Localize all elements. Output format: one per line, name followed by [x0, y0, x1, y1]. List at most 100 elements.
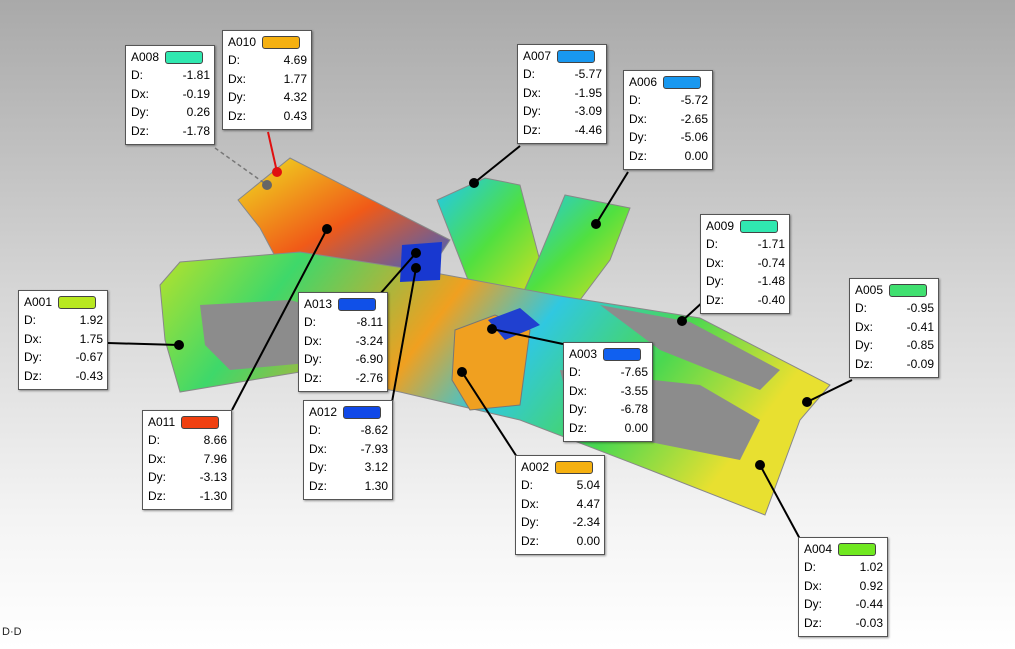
leader-line — [473, 145, 521, 184]
field-label: Dy: — [131, 105, 149, 120]
field-label: Dy: — [523, 104, 541, 119]
color-swatch — [663, 75, 702, 89]
field-value: -3.24 — [355, 333, 383, 348]
color-swatch — [181, 415, 220, 429]
callout-row: D: 5.04 — [521, 476, 600, 495]
leader-line — [759, 464, 801, 540]
field-value: -1.30 — [199, 489, 227, 504]
field-label: Dy: — [309, 460, 327, 475]
callout-row: Dx: -0.74 — [706, 254, 785, 273]
leader-line — [595, 171, 629, 225]
leader-line — [391, 267, 417, 403]
callout-id: A013 — [304, 297, 333, 311]
field-label: D: — [521, 478, 533, 492]
callout-row: D: -8.11 — [304, 313, 383, 332]
anchor-point — [469, 178, 479, 188]
field-value: -3.09 — [574, 104, 602, 119]
field-label: Dx: — [304, 333, 322, 348]
leader-line — [267, 131, 278, 173]
field-value: -1.81 — [182, 68, 210, 82]
field-label: D: — [569, 365, 581, 379]
callout-row: Dx: -2.65 — [629, 110, 708, 129]
field-value: 0.92 — [859, 578, 883, 593]
callout-row: Dx: -0.41 — [855, 318, 934, 337]
callout-id: A005 — [855, 283, 884, 297]
field-label: Dy: — [24, 350, 42, 365]
callout-row: Dx: -3.55 — [569, 382, 648, 401]
callout-row: Dx: -0.19 — [131, 85, 210, 104]
field-value: -6.90 — [355, 352, 383, 367]
callout-row: D: -8.62 — [309, 421, 388, 440]
field-label: Dz: — [131, 124, 149, 139]
field-label: Dy: — [148, 470, 166, 485]
field-value: -8.11 — [356, 315, 383, 329]
field-label: Dy: — [569, 402, 587, 417]
callout-id: A003 — [569, 347, 598, 361]
callout-id: A007 — [523, 49, 552, 63]
field-value: 3.12 — [364, 460, 388, 475]
3d-model — [159, 157, 831, 516]
callout-id: A010 — [228, 35, 257, 49]
callout-row: Dy: -3.09 — [523, 102, 602, 121]
field-value: -1.78 — [182, 124, 210, 139]
field-value: 0.00 — [576, 534, 600, 549]
callout: A009 D: -1.71 Dx: -0.74 Dy: -1.48 Dz: -0.40 — [700, 214, 790, 314]
field-label: D: — [855, 301, 867, 315]
field-label: Dy: — [855, 338, 873, 353]
callout: A006 D: -5.72 Dx: -2.65 Dy: -5.06 Dz: 0.00 — [623, 70, 713, 170]
field-value: 0.00 — [684, 149, 708, 164]
callout-id: A012 — [309, 405, 338, 419]
callout-row: Dz: 0.00 — [521, 532, 600, 551]
callout-row: Dy: -6.90 — [304, 350, 383, 369]
field-value: -0.09 — [906, 357, 934, 372]
callout-row: Dz: -0.03 — [804, 614, 883, 633]
callout-row: Dz: -1.78 — [131, 122, 210, 141]
field-value: 1.30 — [364, 479, 388, 494]
callout-row: D: 1.92 — [24, 311, 103, 330]
field-value: -5.72 — [680, 93, 708, 107]
field-value: 1.75 — [79, 331, 103, 346]
callout-header: A007 — [523, 47, 602, 65]
field-label: D: — [804, 560, 816, 574]
callout-id: A008 — [131, 50, 160, 64]
anchor-point — [677, 316, 687, 326]
field-value: -3.55 — [620, 383, 648, 398]
callout-row: Dy: 3.12 — [309, 458, 388, 477]
anchor-point — [411, 263, 421, 273]
callout-row: Dx: 0.92 — [804, 577, 883, 596]
field-label: Dy: — [629, 130, 647, 145]
field-label: Dz: — [521, 534, 539, 549]
field-label: D: — [148, 433, 160, 447]
callout-header: A010 — [228, 33, 307, 51]
callout-header: A005 — [855, 281, 934, 299]
callout-row: Dx: -3.24 — [304, 332, 383, 351]
callout-header: A013 — [304, 295, 383, 313]
callout-row: Dy: -1.48 — [706, 272, 785, 291]
field-label: D: — [523, 67, 535, 81]
field-label: Dz: — [804, 616, 822, 631]
callout-row: D: -7.65 — [569, 363, 648, 382]
callout-header: A004 — [804, 540, 883, 558]
callout: A008 D: -1.81 Dx: -0.19 Dy: 0.26 Dz: -1.78 — [125, 45, 215, 145]
callout-row: D: 8.66 — [148, 431, 227, 450]
field-label: D: — [24, 313, 36, 327]
callout-header: A008 — [131, 48, 210, 66]
color-swatch — [555, 460, 594, 474]
callout-header: A003 — [569, 345, 648, 363]
callout-row: Dy: -0.85 — [855, 336, 934, 355]
callout: A004 D: 1.02 Dx: 0.92 Dy: -0.44 Dz: -0.03 — [798, 537, 888, 637]
field-value: 1.92 — [79, 313, 103, 327]
callout: A012 D: -8.62 Dx: -7.93 Dy: 3.12 Dz: 1.30 — [303, 400, 393, 500]
field-value: -2.76 — [355, 371, 383, 386]
callout-row: Dx: 1.77 — [228, 70, 307, 89]
callout: A005 D: -0.95 Dx: -0.41 Dy: -0.85 Dz: -0.09 — [849, 278, 939, 378]
field-label: Dz: — [309, 479, 327, 494]
field-value: -0.03 — [855, 616, 883, 631]
field-value: -2.34 — [572, 515, 600, 530]
field-value: -0.74 — [757, 255, 785, 270]
field-value: -8.62 — [360, 423, 388, 437]
field-label: Dx: — [521, 496, 539, 511]
field-label: Dx: — [804, 578, 822, 593]
color-swatch — [338, 297, 377, 311]
